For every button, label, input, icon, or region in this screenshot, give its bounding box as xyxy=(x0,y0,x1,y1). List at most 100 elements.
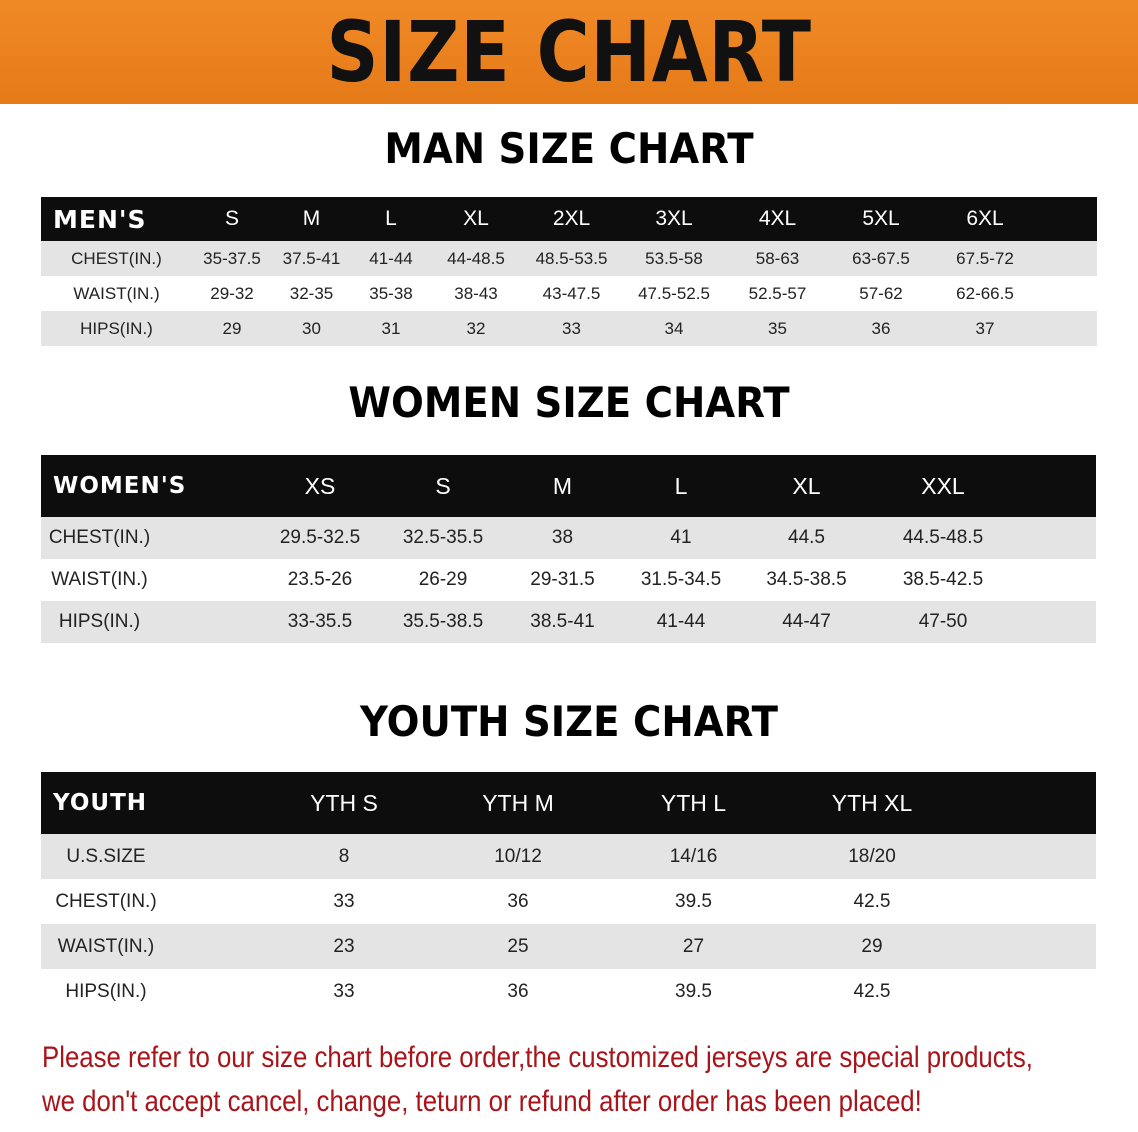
banner-title: SIZE CHART xyxy=(326,3,812,101)
size-header: 5XL xyxy=(829,197,933,241)
table-row: U.S.SIZE 8 10/12 14/16 18/20 xyxy=(41,834,1096,879)
measurement-cell: 29 xyxy=(192,311,272,346)
header-row: WOMEN'S XS S M L XL XXL xyxy=(41,455,1096,517)
table-header-label: YOUTH xyxy=(41,772,257,834)
size-header: XS xyxy=(258,455,382,517)
row-label: HIPS(IN.) xyxy=(41,601,258,643)
measurement-cell: 62-66.5 xyxy=(933,276,1037,311)
measurement-cell: 38.5-42.5 xyxy=(872,559,1014,601)
size-header: 4XL xyxy=(726,197,829,241)
measurement-cell: 57-62 xyxy=(829,276,933,311)
men-section-title: MAN SIZE CHART xyxy=(384,124,754,173)
measurement-cell: 44-47 xyxy=(741,601,872,643)
measurement-cell: 33 xyxy=(257,879,431,924)
youth-section-title: YOUTH SIZE CHART xyxy=(359,697,779,746)
measurement-cell: 53.5-58 xyxy=(622,241,726,276)
measurement-cell: 26-29 xyxy=(382,559,504,601)
size-header: XL xyxy=(431,197,521,241)
measurement-cell: 32 xyxy=(431,311,521,346)
measurement-cell: 67.5-72 xyxy=(933,241,1037,276)
measurement-cell: 36 xyxy=(431,879,605,924)
measurement-cell: 34 xyxy=(622,311,726,346)
measurement-cell: 27 xyxy=(605,924,782,969)
header-filler xyxy=(1037,197,1097,241)
size-header: YTH XL xyxy=(782,772,962,834)
size-header: S xyxy=(192,197,272,241)
row-label: CHEST(IN.) xyxy=(41,241,192,276)
measurement-cell: 47.5-52.5 xyxy=(622,276,726,311)
measurement-cell: 47-50 xyxy=(872,601,1014,643)
size-header: M xyxy=(272,197,351,241)
measurement-cell: 38 xyxy=(504,517,621,559)
size-header: M xyxy=(504,455,621,517)
notice-line-2: we don't accept cancel, change, teturn o… xyxy=(42,1085,922,1118)
measurement-cell: 37 xyxy=(933,311,1037,346)
measurement-cell: 52.5-57 xyxy=(726,276,829,311)
row-label: HIPS(IN.) xyxy=(41,311,192,346)
size-header: 2XL xyxy=(521,197,622,241)
measurement-cell: 41 xyxy=(621,517,741,559)
measurement-cell: 23 xyxy=(257,924,431,969)
youth-size-table: YOUTH YTH S YTH M YTH L YTH XL U.S.SIZE 8 10/12… xyxy=(41,772,1096,1014)
banner: SIZE CHART xyxy=(0,0,1138,104)
measurement-cell: 36 xyxy=(431,969,605,1014)
measurement-cell: 35 xyxy=(726,311,829,346)
measurement-cell: 44-48.5 xyxy=(431,241,521,276)
row-filler xyxy=(1014,559,1096,601)
measurement-cell: 58-63 xyxy=(726,241,829,276)
measurement-cell: 42.5 xyxy=(782,879,962,924)
notice-line-1: Please refer to our size chart before or… xyxy=(42,1041,1033,1074)
table-row: CHEST(IN.) 35-37.5 37.5-41 41-44 44-48.5 48.5… xyxy=(41,241,1097,276)
measurement-cell: 44.5-48.5 xyxy=(872,517,1014,559)
row-filler xyxy=(1014,601,1096,643)
measurement-cell: 43-47.5 xyxy=(521,276,622,311)
row-filler xyxy=(1014,517,1096,559)
men-size-table: MEN'S S M L XL 2XL 3XL 4XL 5XL 6XL CHEST(IN.) 35-37… xyxy=(41,197,1097,346)
size-header: L xyxy=(351,197,431,241)
size-header: 6XL xyxy=(933,197,1037,241)
measurement-cell: 42.5 xyxy=(782,969,962,1014)
measurement-cell: 8 xyxy=(257,834,431,879)
row-filler xyxy=(962,924,1096,969)
measurement-cell: 23.5-26 xyxy=(258,559,382,601)
table-row: HIPS(IN.) 33 36 39.5 42.5 xyxy=(41,969,1096,1014)
measurement-cell: 33 xyxy=(257,969,431,1014)
women-size-table: WOMEN'S XS S M L XL XXL CHEST(IN.) 29.5-32.5 32.5… xyxy=(41,455,1096,643)
size-header: XXL xyxy=(872,455,1014,517)
header-row: YOUTH YTH S YTH M YTH L YTH XL xyxy=(41,772,1096,834)
measurement-cell: 35-37.5 xyxy=(192,241,272,276)
measurement-cell: 37.5-41 xyxy=(272,241,351,276)
measurement-cell: 29 xyxy=(782,924,962,969)
header-filler xyxy=(1014,455,1096,517)
row-label: WAIST(IN.) xyxy=(41,924,257,969)
measurement-cell: 14/16 xyxy=(605,834,782,879)
measurement-cell: 38.5-41 xyxy=(504,601,621,643)
measurement-cell: 48.5-53.5 xyxy=(521,241,622,276)
table-header-label: WOMEN'S xyxy=(41,455,258,517)
measurement-cell: 10/12 xyxy=(431,834,605,879)
row-label: HIPS(IN.) xyxy=(41,969,257,1014)
measurement-cell: 39.5 xyxy=(605,879,782,924)
header-row: MEN'S S M L XL 2XL 3XL 4XL 5XL 6XL xyxy=(41,197,1097,241)
measurement-cell: 41-44 xyxy=(621,601,741,643)
row-filler xyxy=(962,969,1096,1014)
order-notice: Please refer to our size chart before or… xyxy=(42,1036,1033,1124)
measurement-cell: 44.5 xyxy=(741,517,872,559)
measurement-cell: 63-67.5 xyxy=(829,241,933,276)
table-header-label: MEN'S xyxy=(41,197,192,241)
table-row: WAIST(IN.) 23 25 27 29 xyxy=(41,924,1096,969)
measurement-cell: 38-43 xyxy=(431,276,521,311)
table-row: CHEST(IN.) 33 36 39.5 42.5 xyxy=(41,879,1096,924)
row-filler xyxy=(962,879,1096,924)
measurement-cell: 35-38 xyxy=(351,276,431,311)
row-filler xyxy=(1037,241,1097,276)
measurement-cell: 29-31.5 xyxy=(504,559,621,601)
measurement-cell: 32.5-35.5 xyxy=(382,517,504,559)
size-header: L xyxy=(621,455,741,517)
measurement-cell: 29-32 xyxy=(192,276,272,311)
size-header: XL xyxy=(741,455,872,517)
row-filler xyxy=(1037,311,1097,346)
women-section-title: WOMEN SIZE CHART xyxy=(348,378,790,427)
row-filler xyxy=(1037,276,1097,311)
size-header: S xyxy=(382,455,504,517)
